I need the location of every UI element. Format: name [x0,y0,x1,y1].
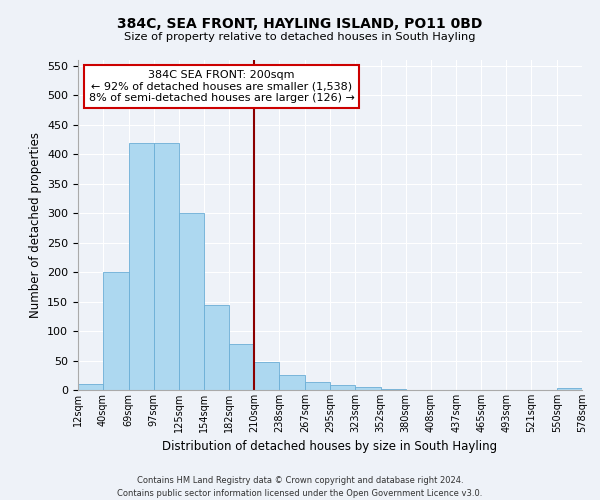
Bar [78,384,103,390]
Bar [229,344,254,390]
Bar [557,388,582,390]
Bar [179,213,205,390]
Bar [381,389,406,390]
Text: Contains HM Land Registry data © Crown copyright and database right 2024.
Contai: Contains HM Land Registry data © Crown c… [118,476,482,498]
Bar [254,362,279,390]
Bar [154,142,179,390]
Bar [305,382,330,390]
Text: 384C SEA FRONT: 200sqm
← 92% of detached houses are smaller (1,538)
8% of semi-d: 384C SEA FRONT: 200sqm ← 92% of detached… [89,70,355,103]
Bar [279,376,305,390]
Y-axis label: Number of detached properties: Number of detached properties [29,132,41,318]
Bar [330,384,355,390]
Bar [129,142,154,390]
Bar [205,304,229,390]
Text: 384C, SEA FRONT, HAYLING ISLAND, PO11 0BD: 384C, SEA FRONT, HAYLING ISLAND, PO11 0B… [118,18,482,32]
Bar [355,387,381,390]
Text: Size of property relative to detached houses in South Hayling: Size of property relative to detached ho… [124,32,476,42]
Bar [103,272,129,390]
X-axis label: Distribution of detached houses by size in South Hayling: Distribution of detached houses by size … [163,440,497,454]
